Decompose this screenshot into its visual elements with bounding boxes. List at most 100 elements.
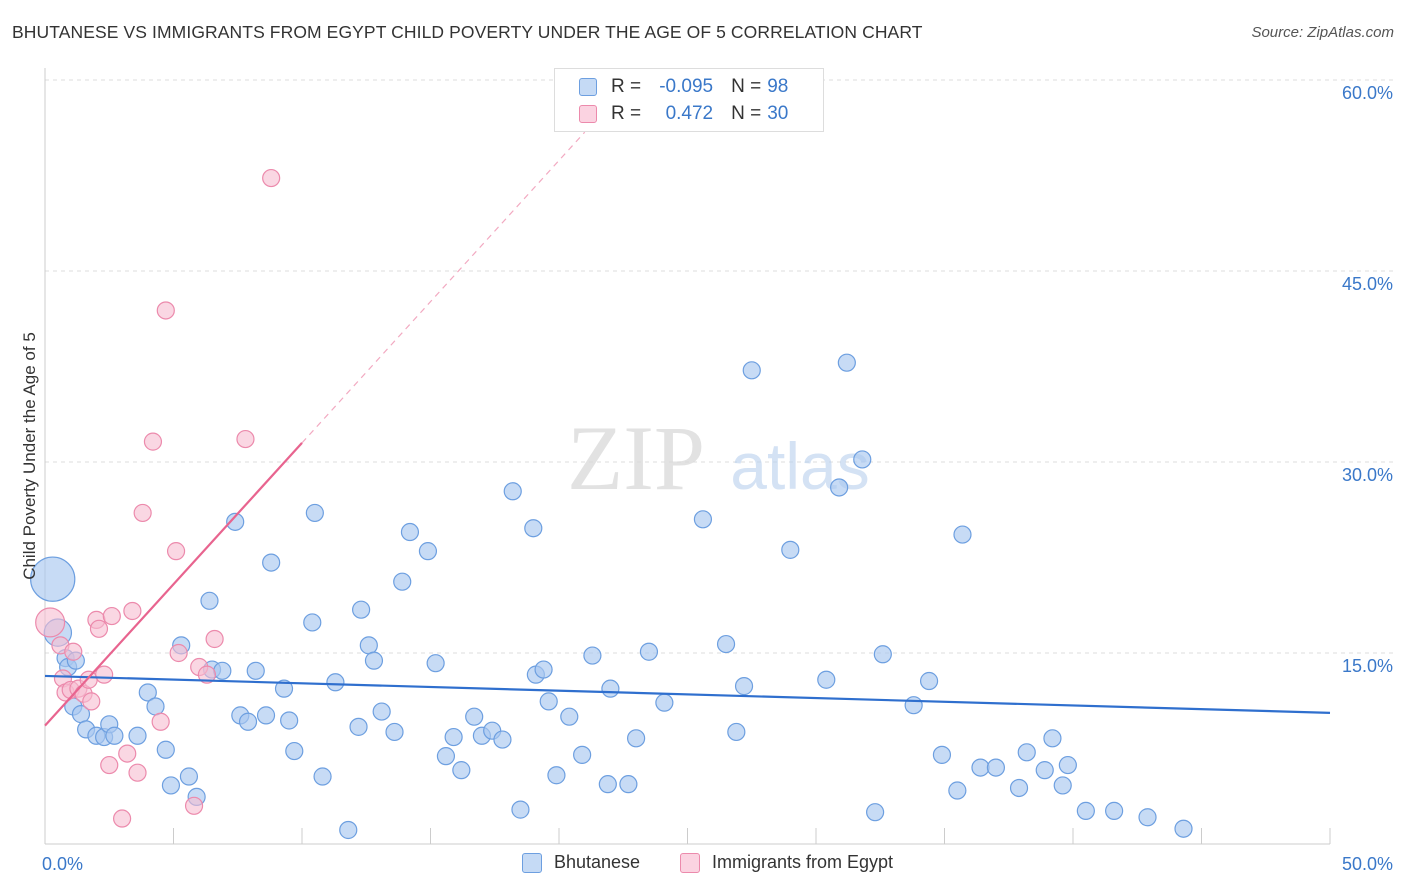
bhutanese-point (583, 646, 602, 665)
chart-title: BHUTANESE VS IMMIGRANTS FROM EGYPT CHILD… (12, 22, 923, 42)
egypt-point (133, 503, 152, 523)
bhutanese-point (359, 636, 378, 655)
bhutanese-point (1043, 729, 1062, 748)
series-swatch-pink (680, 852, 700, 873)
bhutanese-point (626, 729, 646, 748)
egypt-point (205, 629, 224, 649)
legend-r-label: R = (611, 103, 642, 124)
bhutanese-point (619, 775, 638, 794)
bhutanese-point (226, 512, 245, 531)
bhutanese-point (213, 661, 232, 680)
bhutanese-point (573, 745, 592, 764)
y-tick-label: 30.0% (1342, 465, 1393, 485)
egypt-point (123, 601, 142, 621)
egypt-point (100, 755, 119, 775)
legend-row-bhutanese: R = -0.095 N = 98 (579, 75, 788, 99)
bhutanese-point (385, 722, 404, 742)
bhutanese-point (511, 800, 530, 819)
bhutanese-point (781, 540, 800, 559)
bhutanese-point (364, 651, 384, 670)
legend-r-value: 0.472 (665, 103, 714, 124)
bhutanese-point (305, 503, 324, 523)
bhutanese-point (349, 717, 368, 736)
bhutanese-point (246, 661, 265, 680)
bhutanese-trend-line (44, 674, 1331, 714)
bhutanese-point (547, 766, 566, 785)
egypt-point (89, 619, 109, 638)
bhutanese-point (352, 600, 371, 619)
egypt-point (156, 301, 175, 320)
bhutanese-point (146, 697, 165, 716)
egypt-point (151, 712, 170, 731)
series-bhutanese-points (30, 353, 1193, 840)
y-axis-label: Child Poverty Under the Age of 5 (20, 332, 39, 580)
bhutanese-point (161, 776, 181, 795)
bhutanese-point (655, 693, 674, 712)
legend-n-value: 30 (767, 103, 789, 124)
series-legend: Bhutanese Immigrants from Egypt (0, 852, 1406, 876)
bhutanese-point (716, 634, 736, 654)
egypt-point (143, 432, 163, 451)
legend-row-egypt: R = 0.472 N = 30 (579, 102, 788, 126)
y-tick-label: 15.0% (1342, 656, 1393, 676)
bhutanese-point (393, 572, 412, 591)
y-tick-label: 60.0% (1342, 83, 1393, 103)
bhutanese-point (639, 642, 659, 661)
bhutanese-point (830, 478, 849, 497)
series-legend-label: Immigrants from Egypt (712, 852, 894, 872)
egypt-point (197, 665, 217, 684)
egypt-trend-extension (301, 131, 586, 444)
bhutanese-point (105, 726, 124, 745)
egypt-point (64, 642, 83, 661)
egypt-point (118, 744, 137, 763)
bhutanese-point (837, 353, 856, 372)
bhutanese-point (524, 519, 543, 538)
bhutanese-point (948, 781, 967, 800)
bhutanese-point (953, 525, 972, 544)
bhutanese-point (30, 556, 76, 602)
bhutanese-point (452, 761, 471, 780)
legend-n-value: 98 (767, 76, 789, 97)
bhutanese-point (156, 740, 175, 759)
egypt-point (35, 607, 66, 638)
egypt-point (262, 168, 281, 188)
bhutanese-point (326, 673, 345, 692)
bhutanese-point (1105, 801, 1124, 820)
bhutanese-point (285, 741, 304, 761)
series-legend-label: Bhutanese (554, 852, 641, 872)
bhutanese-point (734, 677, 754, 696)
egypt-point (184, 796, 204, 815)
egypt-point (169, 643, 188, 663)
bhutanese-point (1009, 778, 1029, 798)
grid-lines (45, 79, 1393, 654)
bhutanese-point (817, 670, 836, 689)
bhutanese-point (971, 758, 990, 777)
bhutanese-point (503, 482, 522, 501)
egypt-point (236, 429, 255, 449)
bhutanese-point (444, 727, 463, 747)
bhutanese-point (904, 696, 923, 715)
bhutanese-point (866, 803, 885, 822)
bhutanese-point (400, 522, 420, 542)
bhutanese-point (1035, 761, 1054, 780)
egypt-point (95, 665, 114, 684)
bhutanese-point (932, 745, 952, 764)
bhutanese-point (128, 726, 147, 745)
bhutanese-point (1138, 808, 1157, 827)
bhutanese-point (693, 510, 713, 529)
bhutanese-point (238, 712, 258, 731)
trend-lines (44, 131, 1331, 727)
bhutanese-point (313, 767, 332, 786)
egypt-trend-line (44, 442, 303, 727)
egypt-point (102, 606, 121, 626)
bhutanese-point (303, 613, 322, 632)
legend-n-label: N = (731, 103, 762, 124)
bhutanese-point (372, 702, 391, 721)
source-credit: Source: ZipAtlas.com (1251, 24, 1394, 41)
bhutanese-point (274, 679, 294, 698)
legend-n-label: N = (731, 76, 762, 97)
y-tick-label: 45.0% (1342, 274, 1393, 294)
watermark-zip: ZIP (567, 407, 705, 509)
bhutanese-point (1076, 801, 1095, 820)
